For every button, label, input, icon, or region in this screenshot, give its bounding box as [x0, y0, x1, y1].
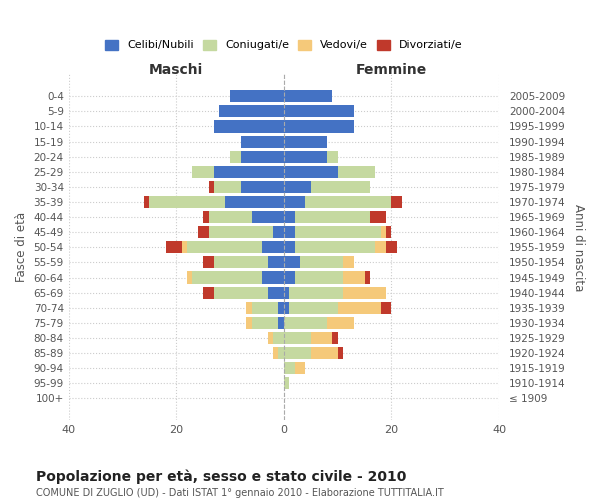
Bar — [343, 272, 365, 283]
Bar — [193, 272, 262, 283]
Bar — [246, 302, 251, 314]
Bar — [311, 332, 332, 344]
Bar — [262, 272, 284, 283]
Bar — [284, 347, 311, 359]
Bar — [187, 242, 262, 254]
Bar — [241, 136, 284, 147]
Bar — [241, 181, 284, 193]
Bar — [300, 256, 343, 268]
Bar — [214, 120, 284, 132]
Bar — [284, 242, 295, 254]
Bar — [295, 362, 305, 374]
Bar — [209, 181, 214, 193]
Bar — [284, 211, 295, 223]
Bar — [187, 272, 193, 283]
Bar — [376, 242, 386, 254]
Bar — [284, 166, 338, 178]
Bar — [203, 256, 214, 268]
Bar — [284, 90, 332, 102]
Bar — [198, 226, 209, 238]
Bar — [284, 196, 305, 208]
Bar — [284, 286, 289, 298]
Bar — [214, 181, 241, 193]
Bar — [338, 302, 381, 314]
Bar — [338, 347, 343, 359]
Bar — [273, 226, 284, 238]
Bar — [268, 256, 284, 268]
Text: Femmine: Femmine — [356, 62, 427, 76]
Bar — [338, 166, 376, 178]
Bar — [327, 317, 354, 329]
Bar — [284, 317, 327, 329]
Bar — [284, 272, 295, 283]
Bar — [166, 242, 182, 254]
Bar — [268, 286, 284, 298]
Bar — [284, 302, 289, 314]
Bar — [273, 347, 278, 359]
Bar — [343, 256, 354, 268]
Bar — [370, 211, 386, 223]
Bar — [251, 211, 284, 223]
Bar — [295, 272, 343, 283]
Bar — [284, 226, 295, 238]
Bar — [251, 317, 278, 329]
Bar — [284, 181, 311, 193]
Bar — [203, 211, 209, 223]
Text: Maschi: Maschi — [149, 62, 203, 76]
Bar — [284, 332, 311, 344]
Bar — [284, 136, 327, 147]
Bar — [246, 317, 251, 329]
Bar — [327, 150, 338, 162]
Bar — [182, 242, 187, 254]
Bar — [386, 242, 397, 254]
Bar — [386, 226, 391, 238]
Bar — [284, 362, 295, 374]
Bar — [343, 286, 386, 298]
Bar — [284, 120, 354, 132]
Y-axis label: Anni di nascita: Anni di nascita — [572, 204, 585, 291]
Bar — [278, 347, 284, 359]
Bar — [214, 256, 268, 268]
Bar — [203, 286, 214, 298]
Bar — [365, 272, 370, 283]
Bar — [284, 256, 300, 268]
Bar — [224, 196, 284, 208]
Bar — [268, 332, 273, 344]
Bar — [214, 166, 284, 178]
Bar — [278, 317, 284, 329]
Bar — [289, 302, 338, 314]
Bar — [251, 302, 278, 314]
Bar — [381, 302, 391, 314]
Bar — [241, 150, 284, 162]
Text: COMUNE DI ZUGLIO (UD) - Dati ISTAT 1° gennaio 2010 - Elaborazione TUTTITALIA.IT: COMUNE DI ZUGLIO (UD) - Dati ISTAT 1° ge… — [36, 488, 444, 498]
Bar — [193, 166, 214, 178]
Bar — [149, 196, 224, 208]
Bar — [284, 106, 354, 118]
Bar — [311, 347, 338, 359]
Bar — [273, 332, 284, 344]
Bar — [295, 211, 370, 223]
Bar — [144, 196, 149, 208]
Y-axis label: Fasce di età: Fasce di età — [15, 212, 28, 282]
Bar — [332, 332, 338, 344]
Legend: Celibi/Nubili, Coniugati/e, Vedovi/e, Divorziati/e: Celibi/Nubili, Coniugati/e, Vedovi/e, Di… — [101, 35, 467, 55]
Bar — [230, 150, 241, 162]
Bar — [295, 226, 381, 238]
Bar — [381, 226, 386, 238]
Bar — [311, 181, 370, 193]
Bar — [262, 242, 284, 254]
Bar — [214, 286, 268, 298]
Bar — [220, 106, 284, 118]
Bar — [305, 196, 391, 208]
Bar — [209, 226, 273, 238]
Bar — [289, 286, 343, 298]
Bar — [391, 196, 402, 208]
Text: Popolazione per età, sesso e stato civile - 2010: Popolazione per età, sesso e stato civil… — [36, 470, 406, 484]
Bar — [284, 150, 327, 162]
Bar — [284, 377, 289, 390]
Bar — [209, 211, 251, 223]
Bar — [278, 302, 284, 314]
Bar — [295, 242, 376, 254]
Bar — [230, 90, 284, 102]
